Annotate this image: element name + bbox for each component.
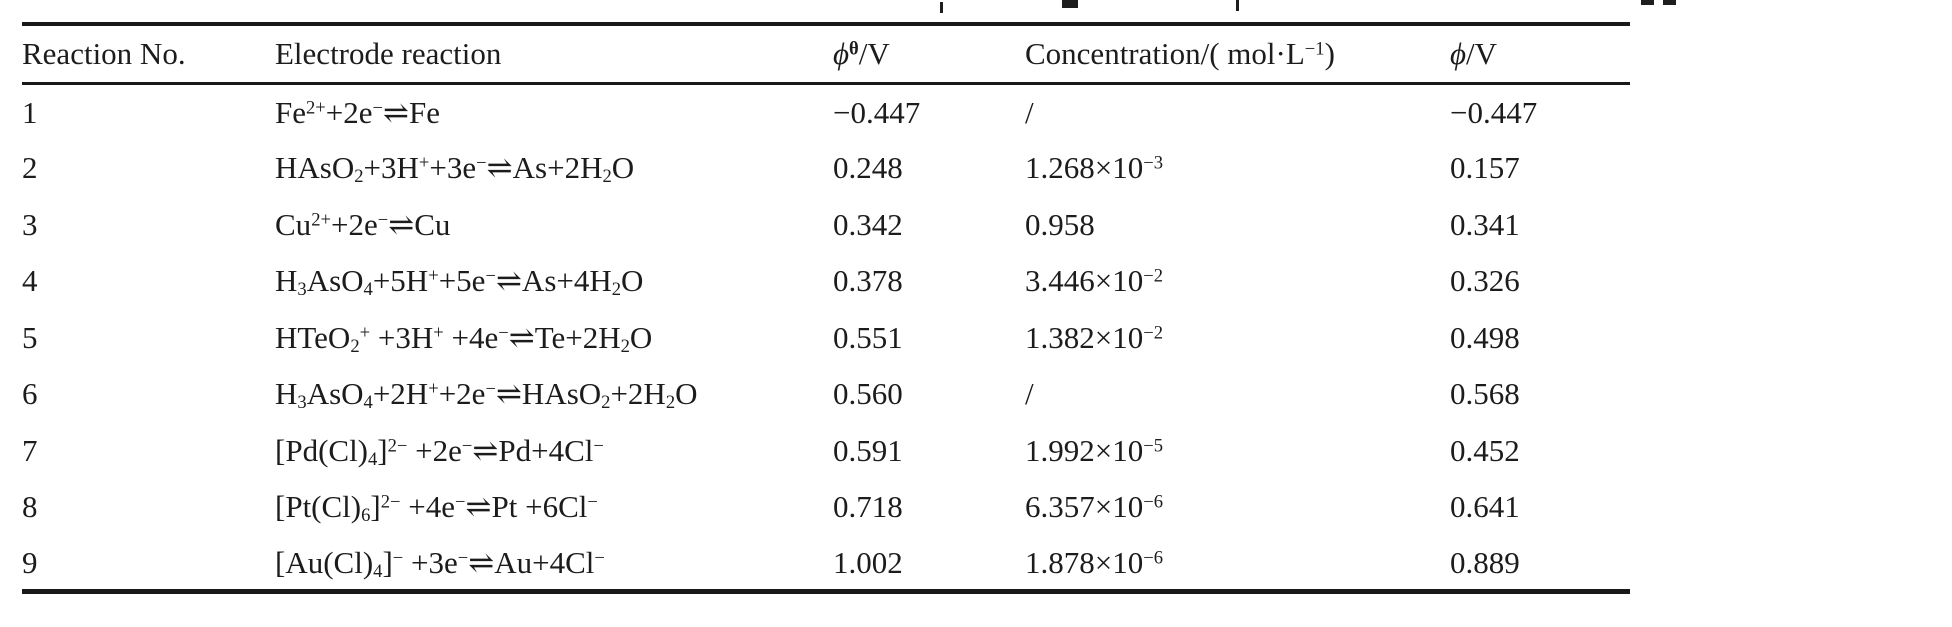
cell-reaction-no: 2: [22, 150, 38, 186]
cell-reaction-no: 7: [22, 432, 38, 468]
cell-standard-potential: 0.378: [833, 263, 903, 299]
cell-electrode-reaction: H3AsO4+5H++5e−⇌As+4H2O: [275, 263, 644, 301]
cell-concentration: 3.446×10−2: [1025, 263, 1164, 299]
col-header-electrode-reaction: Electrode reaction: [275, 24, 833, 85]
col-header-potential: ϕ/V: [1450, 24, 1630, 85]
cell-reaction-no: 4: [22, 263, 38, 299]
cut-off-text-fragment: [1641, 0, 1654, 5]
cell-potential: −0.447: [1450, 94, 1538, 130]
cell-reaction-no: 1: [22, 94, 38, 130]
cell-electrode-reaction: Cu2++2e−⇌Cu: [275, 206, 451, 242]
cell-concentration: 1.878×10−6: [1025, 544, 1164, 580]
cell-standard-potential: 0.342: [833, 206, 903, 242]
cut-off-text-fragment: [1062, 0, 1078, 8]
col-header-standard-potential: ϕθ/V: [833, 24, 1025, 85]
cell-reaction-no: 9: [22, 544, 38, 580]
cell-potential: 0.498: [1450, 319, 1520, 355]
col-header-concentration: Concentration/( mol·L−1): [1025, 24, 1450, 85]
table-row: 3 Cu2++2e−⇌Cu 0.342 0.958 0.341: [22, 196, 1630, 253]
cell-concentration: 6.357×10−6: [1025, 489, 1164, 525]
col-header-reaction-no: Reaction No.: [22, 24, 275, 85]
cell-electrode-reaction: Fe2++2e−⇌Fe: [275, 94, 441, 130]
cell-concentration: 1.382×10−2: [1025, 319, 1164, 355]
cell-electrode-reaction: [Pt(Cl)6]2− +4e−⇌Pt +6Cl−: [275, 489, 598, 527]
cell-concentration: /: [1025, 94, 1034, 130]
table-row: 9 [Au(Cl)4]− +3e−⇌Au+4Cl− 1.002 1.878×10…: [22, 535, 1630, 592]
table-row: 6 H3AsO4+2H++2e−⇌HAsO2+2H2O 0.560 / 0.56…: [22, 366, 1630, 423]
cut-off-text-fragment: [1663, 0, 1676, 5]
cell-electrode-reaction: HAsO2+3H++3e−⇌As+2H2O: [275, 150, 635, 188]
cell-standard-potential: 0.551: [833, 319, 903, 355]
cell-reaction-no: 6: [22, 376, 38, 412]
cell-standard-potential: −0.447: [833, 94, 921, 130]
electrode-potentials-table: Reaction No. Electrode reaction ϕθ/V Con…: [22, 22, 1630, 594]
cell-concentration: 0.958: [1025, 206, 1095, 242]
cell-electrode-reaction: [Au(Cl)4]− +3e−⇌Au+4Cl−: [275, 544, 605, 582]
cell-potential: 0.568: [1450, 376, 1520, 412]
table-row: 2 HAsO2+3H++3e−⇌As+2H2O 0.248 1.268×10−3…: [22, 140, 1630, 197]
cell-reaction-no: 3: [22, 206, 38, 242]
table-row: 1 Fe2++2e−⇌Fe −0.447 / −0.447: [22, 83, 1630, 140]
cell-standard-potential: 0.718: [833, 489, 903, 525]
cell-electrode-reaction: H3AsO4+2H++2e−⇌HAsO2+2H2O: [275, 376, 698, 414]
table-row: 8 [Pt(Cl)6]2− +4e−⇌Pt +6Cl− 0.718 6.357×…: [22, 479, 1630, 536]
header-row: Reaction No. Electrode reaction ϕθ/V Con…: [22, 24, 1630, 85]
cell-concentration: /: [1025, 376, 1034, 412]
cut-off-text-fragment: [940, 2, 943, 13]
cell-potential: 0.452: [1450, 432, 1520, 468]
table-row: 7 [Pd(Cl)4]2− +2e−⇌Pd+4Cl− 0.591 1.992×1…: [22, 422, 1630, 479]
cell-potential: 0.889: [1450, 544, 1520, 580]
cell-standard-potential: 1.002: [833, 544, 903, 580]
cell-potential: 0.341: [1450, 206, 1520, 242]
cell-concentration: 1.992×10−5: [1025, 432, 1164, 468]
cell-standard-potential: 0.591: [833, 432, 903, 468]
cell-electrode-reaction: [Pd(Cl)4]2− +2e−⇌Pd+4Cl−: [275, 432, 604, 470]
cell-potential: 0.157: [1450, 150, 1520, 186]
cell-potential: 0.641: [1450, 489, 1520, 525]
cell-electrode-reaction: HTeO2+ +3H+ +4e−⇌Te+2H2O: [275, 319, 653, 357]
cell-reaction-no: 8: [22, 489, 38, 525]
cell-standard-potential: 0.560: [833, 376, 903, 412]
cell-reaction-no: 5: [22, 319, 38, 355]
cell-potential: 0.326: [1450, 263, 1520, 299]
cut-off-text-fragment: [1236, 0, 1239, 11]
table-row: 5 HTeO2+ +3H+ +4e−⇌Te+2H2O 0.551 1.382×1…: [22, 309, 1630, 366]
cell-standard-potential: 0.248: [833, 150, 903, 186]
table-row: 4 H3AsO4+5H++5e−⇌As+4H2O 0.378 3.446×10−…: [22, 253, 1630, 310]
cell-concentration: 1.268×10−3: [1025, 150, 1164, 186]
